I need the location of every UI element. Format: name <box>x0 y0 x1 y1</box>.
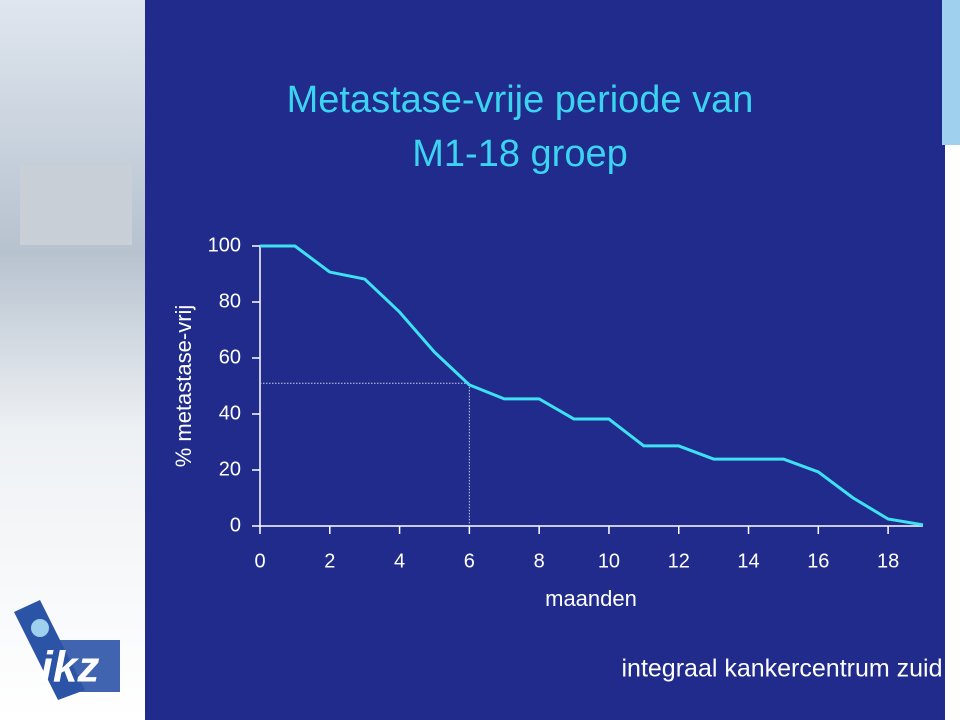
x-tick-label: 8 <box>534 550 545 572</box>
y-tick-label: 60 <box>219 346 241 368</box>
x-tick-label: 16 <box>807 550 829 572</box>
corner-bar <box>942 0 960 145</box>
chart-title: Metastase-vrije periode van <box>287 79 754 121</box>
logo: ikz <box>41 643 100 692</box>
x-tick-label: 12 <box>668 550 690 572</box>
y-axis-label: % metastase-vrij <box>171 305 196 468</box>
slide-background <box>145 0 945 720</box>
y-tick-label: 40 <box>219 402 241 424</box>
x-tick-label: 14 <box>737 550 759 572</box>
x-axis-label: maanden <box>545 586 637 611</box>
line <box>260 244 924 527</box>
x-tick-label: 2 <box>324 550 335 572</box>
building <box>20 165 132 245</box>
x-tick-label: 6 <box>464 550 475 572</box>
footer: integraal kankercentrum zuid <box>622 655 943 683</box>
logo-mark <box>14 600 120 700</box>
x-tick-label: 18 <box>877 550 899 572</box>
y-tick-label: 0 <box>230 514 241 536</box>
y-tick-label: 80 <box>219 290 241 312</box>
chart-title: M1-18 groep <box>412 133 627 175</box>
median-guide <box>260 382 470 526</box>
x-tick-label: 4 <box>394 550 405 572</box>
y-tick-label: 100 <box>208 234 241 256</box>
photo-strip <box>0 0 145 720</box>
x-tick-label: 0 <box>254 550 265 572</box>
y-tick-label: 20 <box>219 458 241 480</box>
x-tick-label: 10 <box>598 550 620 572</box>
